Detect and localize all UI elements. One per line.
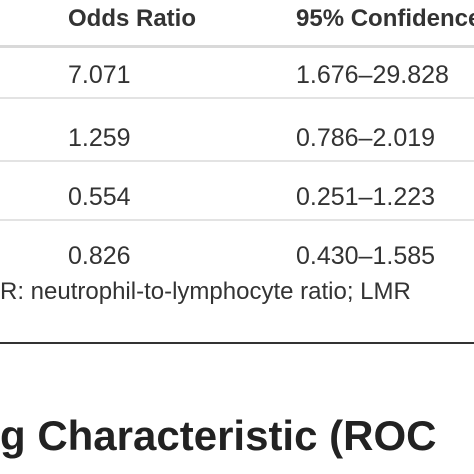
header-odds-ratio: Odds Ratio xyxy=(68,5,197,32)
odds-ratio-cell: 7.071 xyxy=(68,61,131,89)
row-divider xyxy=(0,160,474,162)
confidence-interval-cell: 0.786–2.019 xyxy=(296,124,436,152)
header-divider xyxy=(0,45,474,48)
section-heading: g Characteristic (ROC xyxy=(0,412,437,459)
table-row: 0.554 0.251–1.223 xyxy=(0,170,474,221)
row-divider xyxy=(0,219,474,221)
header-confidence-interval: 95% Confidence xyxy=(296,5,474,32)
confidence-interval-cell: 1.676–29.828 xyxy=(296,61,449,89)
odds-ratio-cell: 0.826 xyxy=(68,242,131,270)
table-footnote: R: neutrophil-to-lymphocyte ratio; LMR xyxy=(0,278,411,305)
odds-ratio-cell: 0.554 xyxy=(68,183,131,211)
row-divider xyxy=(0,97,474,99)
table-row: 7.071 1.676–29.828 xyxy=(0,48,474,99)
confidence-interval-cell: 0.251–1.223 xyxy=(296,183,436,211)
confidence-interval-cell: 0.430–1.585 xyxy=(296,242,436,270)
table-row: 1.259 0.786–2.019 xyxy=(0,111,474,162)
table-row: 0.826 0.430–1.585 xyxy=(0,229,474,280)
table-header-row: Odds Ratio 95% Confidence xyxy=(0,0,474,46)
table-bottom-rule xyxy=(0,342,474,344)
odds-ratio-cell: 1.259 xyxy=(68,124,131,152)
